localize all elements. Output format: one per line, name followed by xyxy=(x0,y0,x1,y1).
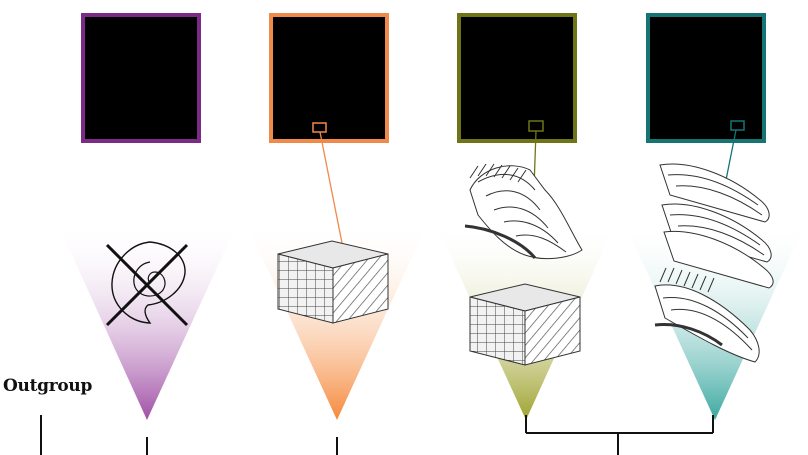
rod-ribbons-stack-icon xyxy=(654,163,774,363)
crossed-shell-icon xyxy=(105,241,189,327)
aragonite-rod-ribbons-icon xyxy=(464,163,583,366)
specimen-photo-4 xyxy=(646,13,766,143)
outgroup-label: Outgroup xyxy=(3,376,93,396)
crossed-lamellar-block-icon xyxy=(277,240,389,324)
clade-triangle-1 xyxy=(57,222,238,420)
specimen-photo-1 xyxy=(81,13,201,143)
tree-branches xyxy=(40,415,714,455)
specimen-photo-3 xyxy=(457,13,577,143)
specimen-photo-2 xyxy=(269,13,389,143)
